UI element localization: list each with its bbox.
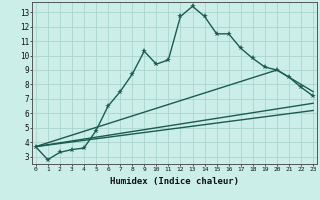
X-axis label: Humidex (Indice chaleur): Humidex (Indice chaleur) [110, 177, 239, 186]
